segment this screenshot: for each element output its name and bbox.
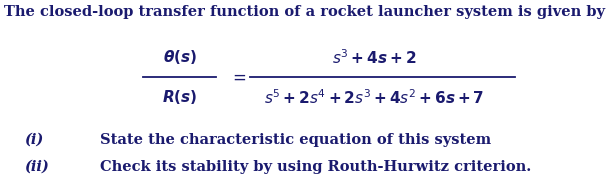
Text: $=$: $=$ xyxy=(229,69,246,86)
Text: The closed-loop transfer function of a rocket launcher system is given by: The closed-loop transfer function of a r… xyxy=(4,5,605,19)
Text: (i): (i) xyxy=(24,133,44,147)
Text: $\boldsymbol{R(s)}$: $\boldsymbol{R(s)}$ xyxy=(162,88,197,106)
Text: $\boldsymbol{s^5+2s^4+2s^3+4s^2+6s+7}$: $\boldsymbol{s^5+2s^4+2s^3+4s^2+6s+7}$ xyxy=(264,88,485,107)
Text: $\boldsymbol{\theta(s)}$: $\boldsymbol{\theta(s)}$ xyxy=(163,48,197,66)
Text: (ii): (ii) xyxy=(24,160,49,174)
Text: $\boldsymbol{s^3+4s+2}$: $\boldsymbol{s^3+4s+2}$ xyxy=(333,48,417,67)
Text: State the characteristic equation of this system: State the characteristic equation of thi… xyxy=(100,133,491,147)
Text: Check its stability by using Routh-Hurwitz criterion.: Check its stability by using Routh-Hurwi… xyxy=(100,160,532,174)
